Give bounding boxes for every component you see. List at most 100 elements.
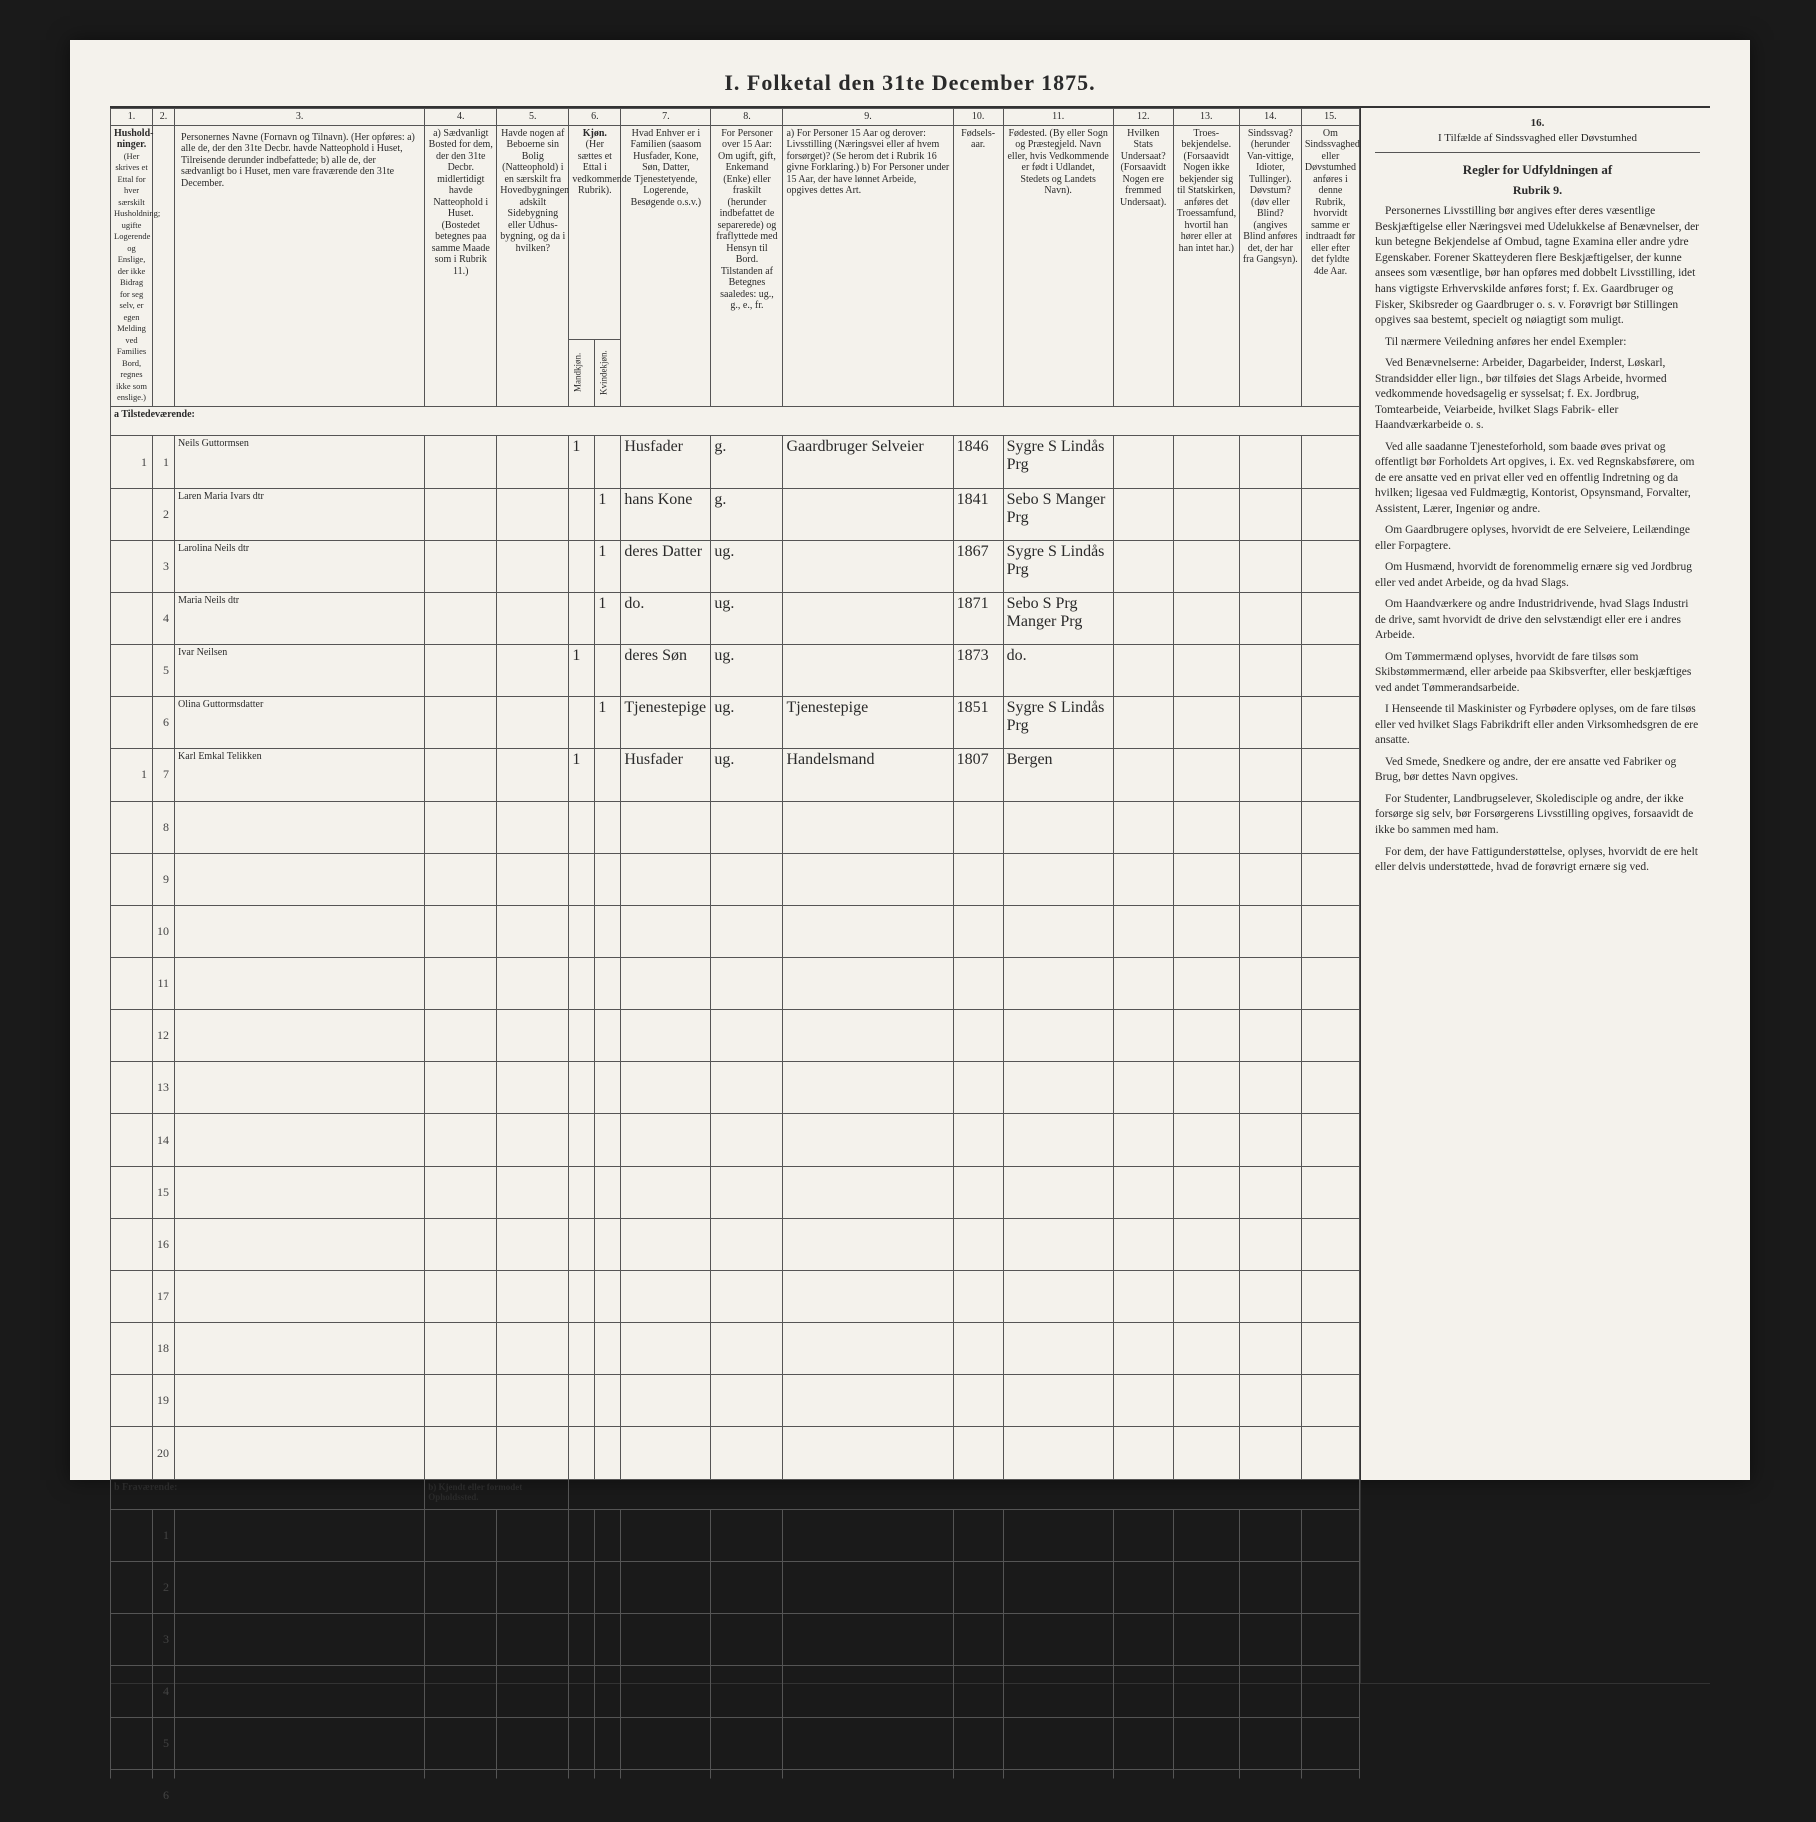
sex-f — [595, 436, 621, 488]
cell — [425, 1114, 497, 1166]
cell — [1301, 1270, 1359, 1322]
cell — [1173, 1010, 1239, 1062]
cell — [1113, 1666, 1173, 1718]
table-row: 4 — [111, 1666, 1360, 1718]
cell — [425, 1613, 497, 1665]
sex-m: 1 — [569, 436, 595, 488]
cell — [1239, 1010, 1301, 1062]
rules-paras: Personernes Livsstilling bør angives eft… — [1375, 204, 1700, 875]
table-row: 5Ivar Neilsen1deres Sønug.1873do. — [111, 645, 1360, 697]
c15 — [1301, 436, 1359, 488]
cell — [783, 1166, 953, 1218]
person-no: 14 — [153, 1114, 175, 1166]
h-c12: Hvilken Stats Undersaat? (Forsaavidt Nog… — [1113, 125, 1173, 406]
cell — [1301, 905, 1359, 957]
sex-f: 1 — [595, 697, 621, 749]
cell — [1239, 1427, 1301, 1479]
cell — [595, 1561, 621, 1613]
section-absent-note: b) Kjendt eller formodet Opholdssted. — [425, 1479, 569, 1509]
cell — [175, 853, 425, 905]
cell — [1301, 1613, 1359, 1665]
cell — [783, 853, 953, 905]
birthplace: Sebo S Manger Prg — [1003, 488, 1113, 540]
cell — [1173, 1666, 1239, 1718]
c5 — [497, 749, 569, 801]
cell — [111, 1613, 153, 1665]
table-row: 2 — [111, 1561, 1360, 1613]
household-no — [111, 697, 153, 749]
birthplace: Bergen — [1003, 749, 1113, 801]
cell — [1113, 905, 1173, 957]
cell — [621, 1270, 711, 1322]
cell — [711, 1062, 783, 1114]
cell — [1173, 1427, 1239, 1479]
cell — [953, 1323, 1003, 1375]
person-no: 6 — [153, 697, 175, 749]
cell — [425, 1166, 497, 1218]
birthplace: do. — [1003, 645, 1113, 697]
c14 — [1239, 592, 1301, 644]
cell — [175, 1166, 425, 1218]
cell — [595, 1010, 621, 1062]
person-no: 2 — [153, 1561, 175, 1613]
family-pos: Tjenestepige — [621, 697, 711, 749]
cell — [111, 1718, 153, 1770]
cell — [1113, 1114, 1173, 1166]
cell — [1003, 1770, 1113, 1822]
cell — [621, 1427, 711, 1479]
cell — [711, 1770, 783, 1822]
cell — [425, 1509, 497, 1561]
cell — [711, 1166, 783, 1218]
h-c16: I Tilfælde af Sindssvaghed eller Døvstum… — [1438, 132, 1637, 144]
person-no: 4 — [153, 1666, 175, 1718]
birthplace: Sebo S Prg Manger Prg — [1003, 592, 1113, 644]
scanned-page: I. Folketal den 31te December 1875. 1. — [70, 40, 1750, 1480]
cell — [1239, 1509, 1301, 1561]
cell — [1239, 1666, 1301, 1718]
birth-year: 1846 — [953, 436, 1003, 488]
c4 — [425, 540, 497, 592]
cell — [1003, 1427, 1113, 1479]
birthplace: Sygre S Lindås Prg — [1003, 697, 1113, 749]
cell — [1003, 1323, 1113, 1375]
cell — [1239, 905, 1301, 957]
c13 — [1173, 645, 1239, 697]
rules-para: Om Haandværkere og andre Industridrivend… — [1375, 597, 1700, 644]
cell — [569, 1323, 595, 1375]
h-c15: Om Sindssvaghed eller Døvstumhed anføres… — [1301, 125, 1359, 406]
cell — [711, 905, 783, 957]
c5 — [497, 592, 569, 644]
cell — [1003, 1509, 1113, 1561]
section-present: a Tilstedeværende: — [111, 406, 1360, 436]
cell — [621, 1718, 711, 1770]
h1-title: Hushold-ninger. — [114, 128, 153, 151]
cell — [111, 1010, 153, 1062]
cell — [1113, 1509, 1173, 1561]
marital: ug. — [711, 592, 783, 644]
cell — [175, 1427, 425, 1479]
c4 — [425, 645, 497, 697]
cell — [111, 1062, 153, 1114]
c13 — [1173, 592, 1239, 644]
marital: ug. — [711, 645, 783, 697]
h-c4: a) Sædvanligt Bosted for dem, der den 31… — [425, 125, 497, 406]
cell — [1239, 1770, 1301, 1822]
census-table-block: 1. 2. 3. 4. 5. 6. 7. 8. 9. 10. 11. 12. — [110, 108, 1360, 1683]
c14 — [1239, 540, 1301, 592]
c15 — [1301, 645, 1359, 697]
coln-10: 10. — [953, 109, 1003, 126]
cell — [569, 1375, 595, 1427]
cell — [711, 1666, 783, 1718]
cell — [783, 1509, 953, 1561]
cell — [1301, 1770, 1359, 1822]
cell — [1173, 801, 1239, 853]
cell — [783, 1323, 953, 1375]
person-no: 2 — [153, 488, 175, 540]
cell — [783, 1718, 953, 1770]
person-name: Olina Guttormsdatter — [175, 697, 425, 749]
coln-9: 9. — [783, 109, 953, 126]
person-name: Maria Neils dtr — [175, 592, 425, 644]
person-no: 4 — [153, 592, 175, 644]
cell — [953, 1166, 1003, 1218]
table-row: 3Larolina Neils dtr1deres Datterug.1867S… — [111, 540, 1360, 592]
